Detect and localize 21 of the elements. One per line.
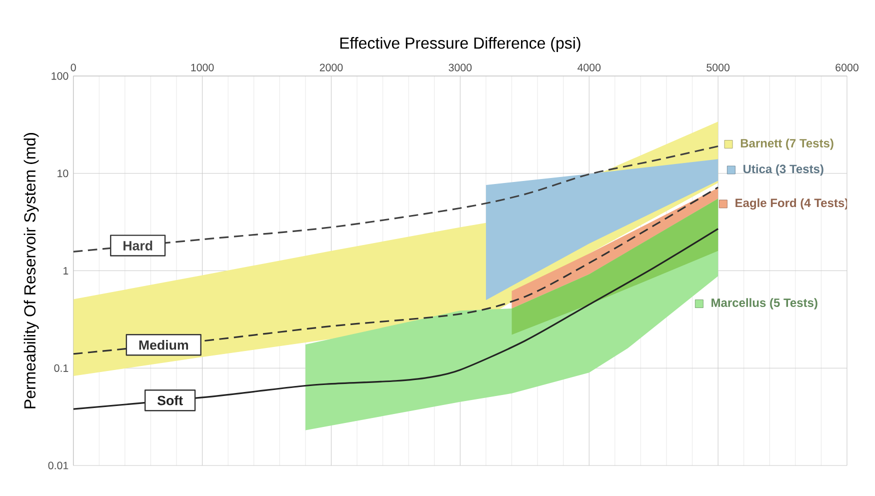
x-tick-label: 1000: [191, 64, 214, 72]
x-tick-label: 0: [70, 64, 76, 72]
x-tick-label: 3000: [448, 64, 472, 72]
y-tick-label: 100: [52, 72, 68, 80]
x-axis-title: Effective Pressure Difference (psi): [340, 36, 580, 52]
line-series: [73, 145, 719, 252]
x-tick-label: 6000: [836, 64, 858, 72]
series-label: Soft: [157, 395, 183, 406]
legend-label: Marcellus (5 Tests): [712, 298, 818, 310]
y-tick-label: 0.1: [54, 364, 68, 372]
y-axis-title: Permeability Of Reservoir System (md): [24, 132, 39, 408]
y-tick-label: 0.01: [48, 462, 68, 470]
y-tick-label: 1: [64, 267, 68, 274]
x-tick-label: 4000: [577, 64, 601, 72]
series-label: Hard: [124, 240, 152, 250]
legend-label: Utica (3 Tests): [743, 164, 824, 176]
y-tick-label: 10: [58, 170, 68, 178]
legend-label: Barnett (7 Tests): [740, 138, 834, 150]
x-tick-label: 5000: [706, 64, 730, 72]
series-label: Medium: [139, 340, 188, 350]
x-tick-label: 2000: [320, 64, 343, 72]
